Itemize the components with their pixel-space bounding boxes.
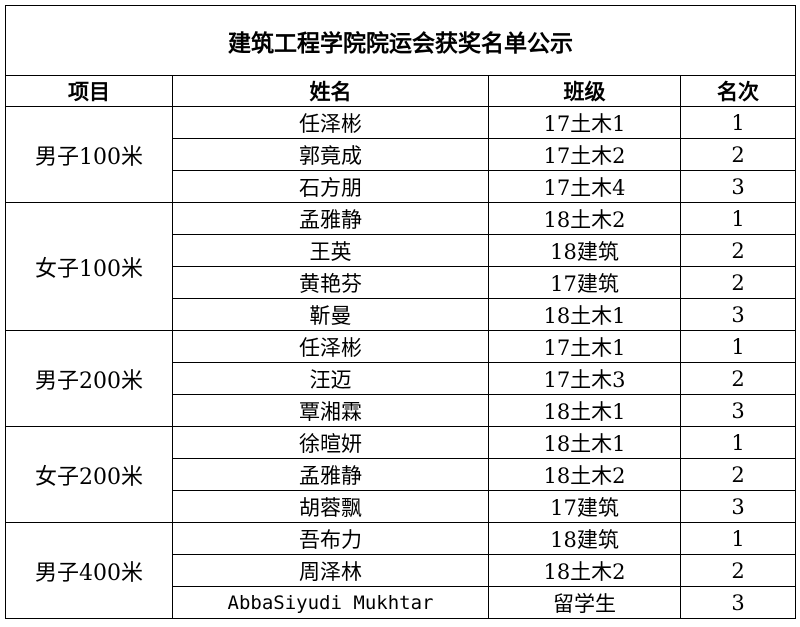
result-row: 女子100米 孟雅静 18土木2 1 [5, 202, 796, 331]
athlete-name: 周泽林 [172, 554, 489, 587]
athlete-name: 王英 [172, 234, 489, 267]
athlete-name: AbbaSiyudi Mukhtar [172, 586, 489, 619]
class-name: 18土木1 [488, 394, 681, 427]
result-row: 女子200米 徐暄妍 18土木1 1 [5, 426, 796, 523]
class-name: 17建筑 [488, 490, 681, 523]
result-row: 覃湘霖 18土木1 3 [6, 394, 796, 427]
class-name: 18土木1 [488, 426, 681, 459]
athlete-name: 徐暄妍 [172, 426, 489, 459]
class-name: 17土木3 [488, 362, 681, 395]
rank: 1 [680, 330, 796, 363]
event: 女子100米 [5, 202, 173, 331]
rank: 1 [680, 426, 796, 459]
result-row: 周泽林 18土木2 2 [6, 554, 796, 587]
class-name: 18土木2 [488, 554, 681, 587]
result-row: 王英 18建筑 2 [6, 234, 796, 267]
rank: 3 [680, 490, 796, 523]
result-row: 郭竟成 17土木2 2 [6, 138, 796, 171]
rank: 2 [680, 362, 796, 395]
athlete-name: 郭竟成 [172, 138, 489, 171]
class-name: 18建筑 [488, 234, 681, 267]
rank: 2 [680, 138, 796, 171]
athlete-name: 任泽彬 [172, 330, 489, 363]
result-row: 男子100米 任泽彬 17土木1 1 [5, 106, 796, 203]
class-name: 18土木1 [488, 298, 681, 331]
athlete-name: 胡蓉飘 [172, 490, 489, 523]
event: 男子200米 [5, 330, 173, 427]
event: 男子100米 [5, 106, 173, 203]
results-table: 建筑工程学院院运会获奖名单公示 项目 姓名 班级 名次 男子100米 任泽彬 17土木1 1… [5, 5, 796, 619]
column-header: 名次 [680, 75, 796, 107]
event: 女子200米 [5, 426, 173, 523]
rank: 3 [680, 298, 796, 331]
header-row: 项目 姓名 班级 名次 [5, 75, 796, 107]
class-name: 17土木2 [488, 138, 681, 171]
rank: 3 [680, 394, 796, 427]
column-header: 项目 [5, 75, 173, 107]
event: 男子400米 [5, 522, 173, 619]
title-row: 建筑工程学院院运会获奖名单公示 [5, 5, 796, 76]
athlete-name: 孟雅静 [172, 458, 489, 491]
athlete-name: 靳曼 [172, 298, 489, 331]
result-row: 胡蓉飘 17建筑 3 [6, 490, 796, 523]
rank: 2 [680, 266, 796, 299]
athlete-name: 石方朋 [172, 170, 489, 203]
rank: 2 [680, 554, 796, 587]
column-header: 姓名 [172, 75, 489, 107]
result-row: AbbaSiyudi Mukhtar 留学生 3 [6, 586, 796, 619]
result-row: 汪迈 17土木3 2 [6, 362, 796, 395]
class-name: 18建筑 [488, 522, 681, 555]
athlete-name: 吾布力 [172, 522, 489, 555]
result-row: 男子200米 任泽彬 17土木1 1 [5, 330, 796, 427]
athlete-name: 覃湘霖 [172, 394, 489, 427]
athlete-name: 黄艳芬 [172, 266, 489, 299]
class-name: 17土木1 [488, 106, 681, 139]
result-row: 男子400米 吾布力 18建筑 1 [5, 522, 796, 619]
rank: 1 [680, 202, 796, 235]
rank: 1 [680, 106, 796, 139]
rank: 3 [680, 170, 796, 203]
class-name: 18土木2 [488, 458, 681, 491]
sheet: 建筑工程学院院运会获奖名单公示 项目 姓名 班级 名次 男子100米 任泽彬 17土木1 1… [5, 5, 796, 619]
title: 建筑工程学院院运会获奖名单公示 [5, 5, 796, 76]
rank: 1 [680, 522, 796, 555]
class-name: 18土木2 [488, 202, 681, 235]
column-header: 班级 [488, 75, 681, 107]
rank: 2 [680, 458, 796, 491]
table-body: 建筑工程学院院运会获奖名单公示 项目 姓名 班级 名次 男子100米 任泽彬 17土木1 1… [5, 5, 796, 619]
rank: 2 [680, 234, 796, 267]
class-name: 17建筑 [488, 266, 681, 299]
class-name: 17土木4 [488, 170, 681, 203]
class-name: 17土木1 [488, 330, 681, 363]
class-name: 留学生 [488, 586, 681, 619]
athlete-name: 任泽彬 [172, 106, 489, 139]
result-row: 孟雅静 18土木2 2 [6, 458, 796, 491]
athlete-name: 汪迈 [172, 362, 489, 395]
rank: 3 [680, 586, 796, 619]
athlete-name: 孟雅静 [172, 202, 489, 235]
